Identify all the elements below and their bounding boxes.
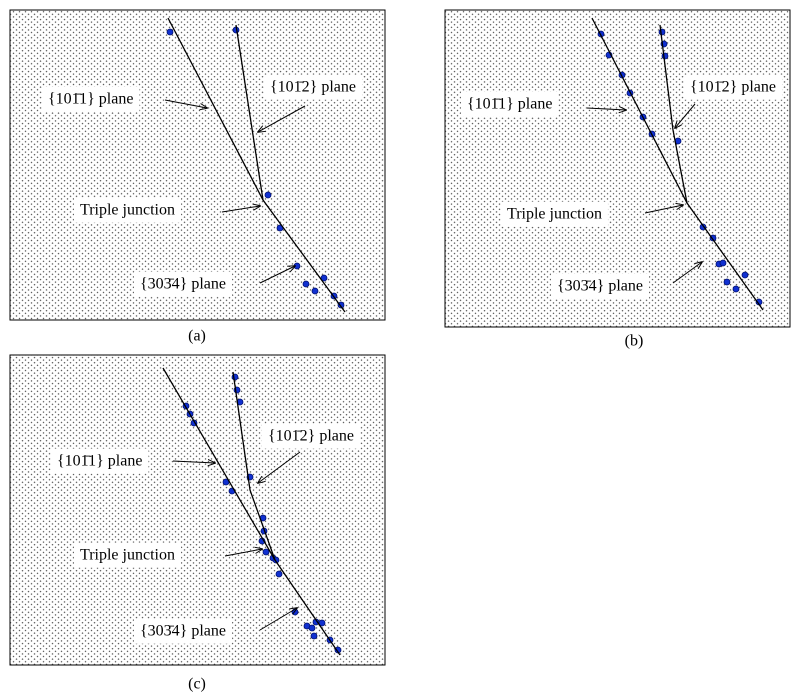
atom — [275, 570, 283, 578]
label: {101̄2} plane — [268, 428, 354, 445]
atom — [310, 632, 318, 640]
atom — [166, 28, 174, 36]
caption: (c) — [188, 676, 206, 693]
arrow — [224, 549, 262, 557]
arrow — [672, 262, 702, 284]
caption: (b) — [625, 333, 644, 350]
arrow — [675, 103, 696, 128]
label-background — [262, 423, 361, 449]
atom — [741, 271, 749, 279]
arrow — [644, 205, 683, 214]
atom — [264, 191, 272, 199]
atom — [318, 619, 326, 627]
label: {101̄2} plane — [690, 79, 776, 96]
label: {101̄1} plane — [48, 91, 133, 108]
label-background — [134, 271, 233, 297]
atom — [308, 624, 316, 632]
atom — [723, 278, 731, 286]
arrow — [259, 608, 297, 631]
label-background — [684, 74, 783, 100]
boundary-line — [235, 24, 264, 201]
label-background — [551, 273, 650, 299]
label-background — [501, 201, 608, 227]
atom — [320, 274, 328, 282]
label: {101̄1} plane — [57, 453, 142, 470]
atom — [661, 52, 669, 60]
panel: {101̄1} plane {101̄2} plane Triple junctio… — [9, 9, 386, 345]
arrow — [164, 99, 207, 108]
label-background — [42, 86, 140, 112]
boundary-line — [232, 371, 276, 561]
label-background — [134, 618, 233, 644]
label-background — [74, 542, 181, 568]
atom — [719, 259, 727, 267]
boundary-line — [659, 24, 688, 204]
label: {303̄4} plane — [140, 623, 226, 640]
label-background — [461, 91, 559, 117]
caption: (a) — [188, 328, 206, 345]
arrow — [258, 105, 306, 132]
atom-field — [9, 354, 386, 666]
label-background — [264, 74, 363, 100]
label: {101̄1} plane — [467, 96, 552, 113]
arrow — [221, 206, 260, 213]
atom-field — [9, 9, 386, 321]
atom — [262, 548, 270, 556]
atom — [311, 287, 319, 295]
label-background — [51, 448, 149, 474]
label: Triple junction — [80, 202, 175, 219]
label: {303̄4} plane — [557, 278, 643, 295]
label: Triple junction — [507, 206, 602, 223]
atom — [302, 280, 310, 288]
label: {101̄2} plane — [270, 79, 356, 96]
arrow — [259, 266, 295, 284]
arrow — [258, 451, 301, 483]
panel: {101̄1} plane {101̄2} plane Triple junctio… — [9, 354, 386, 693]
atom — [732, 285, 740, 293]
atom — [658, 28, 666, 36]
label-background — [74, 197, 181, 223]
arrow — [586, 108, 626, 110]
arrow — [172, 461, 215, 463]
label: Triple junction — [80, 547, 175, 564]
label: {303̄4} plane — [140, 276, 226, 293]
panel: {101̄1} plane {101̄2} plane Triple junctio… — [444, 9, 791, 350]
